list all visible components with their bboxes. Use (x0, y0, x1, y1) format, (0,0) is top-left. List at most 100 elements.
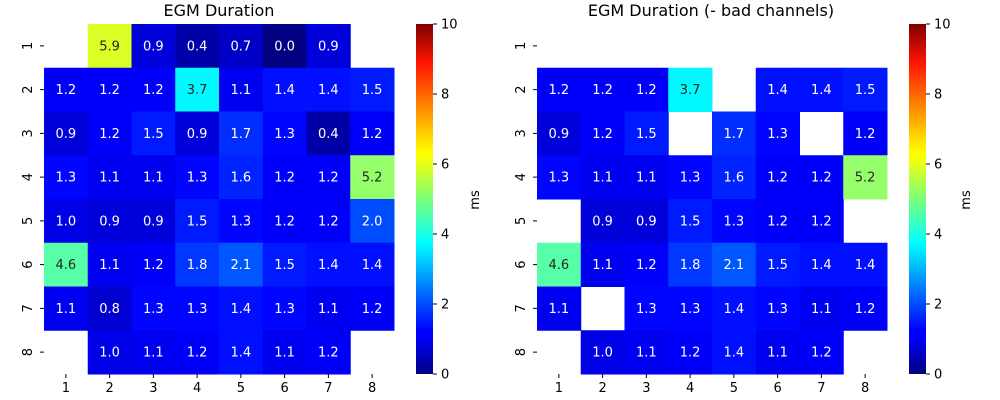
heatmap-cell (755, 111, 800, 156)
cell-value-label: 1.3 (187, 302, 208, 317)
cell-value-label: 1.1 (143, 171, 164, 186)
heatmap-cell (712, 242, 757, 287)
cell-value-label: 5.2 (855, 171, 876, 186)
heatmap-cell (306, 242, 351, 287)
heatmap-cell (799, 242, 844, 287)
cell-value-label: 1.6 (231, 171, 252, 186)
cell-value-label: 1.2 (811, 171, 832, 186)
heatmap-cell (843, 67, 888, 112)
heatmap-cell (87, 242, 132, 287)
cell-value-label: 1.2 (143, 258, 164, 273)
heatmap-cell (131, 155, 176, 200)
heatmap-cell (219, 199, 264, 244)
heatmap-cell (537, 155, 582, 200)
heatmap-cell (624, 242, 669, 287)
x-tick-label: 8 (861, 381, 869, 396)
y-tick-label: 3 (21, 129, 36, 137)
cell-value-label: 1.2 (56, 83, 77, 98)
heatmap-cell (580, 111, 625, 156)
heatmap-cell (131, 330, 176, 375)
heatmap-cell (712, 155, 757, 200)
cell-value-label: 1.4 (767, 83, 788, 98)
heatmap-cell (175, 111, 220, 156)
x-tick-label: 1 (62, 381, 70, 396)
cell-value-label: 1.2 (143, 83, 164, 98)
heatmap-cell (350, 199, 395, 244)
cell-value-label: 1.1 (636, 171, 657, 186)
heatmap-cell (262, 111, 307, 156)
heatmap-panel-2: EGM Duration (- bad channels) 1.2 1.2 1.2 3… (514, 1, 974, 396)
cell-value-label: 1.1 (549, 302, 570, 317)
cell-value-label: 5.9 (99, 39, 120, 54)
x-axis-1: 1 2 3 4 5 6 7 8 (62, 374, 376, 396)
heatmap-cell (44, 286, 89, 331)
x-tick-label: 6 (280, 381, 288, 396)
heatmap-cell (175, 199, 220, 244)
heatmap-cell (712, 286, 757, 331)
colorbar-tick-label: 6 (934, 158, 942, 173)
y-tick-label: 8 (514, 348, 529, 356)
cell-value-label: 1.1 (99, 171, 120, 186)
cell-value-label: 1.1 (143, 346, 164, 361)
x-tick-label: 6 (773, 381, 781, 396)
heatmap-cell (668, 286, 713, 331)
x-tick-label: 8 (368, 381, 376, 396)
heatmap-cell (712, 199, 757, 244)
cell-value-label: 1.0 (56, 214, 77, 229)
cell-value-label: 1.2 (318, 214, 339, 229)
colorbar-tick-label: 2 (934, 298, 942, 313)
cell-value-label: 1.2 (362, 302, 383, 317)
heatmap-cell (306, 199, 351, 244)
cell-value-label: 1.2 (592, 83, 613, 98)
cell-value-label: 1.1 (636, 346, 657, 361)
cell-value-label: 1.2 (318, 171, 339, 186)
colorbar-tick-label: 10 (934, 18, 951, 33)
heatmap-cell (580, 67, 625, 112)
cell-value-label: 1.0 (592, 346, 613, 361)
heatmap-cell (306, 67, 351, 112)
heatmap-cell (175, 67, 220, 112)
y-tick-label: 6 (21, 260, 36, 268)
y-tick-label: 7 (21, 304, 36, 312)
heatmap-cell (262, 242, 307, 287)
colorbar-1: 0 2 4 6 8 10 ms (416, 18, 483, 383)
heatmap-cell (219, 286, 264, 331)
heatmap-cell (131, 24, 176, 69)
heatmap-cell (580, 242, 625, 287)
heatmap-cell (843, 286, 888, 331)
heatmap-cell (537, 67, 582, 112)
colorbar-tick-label: 0 (934, 368, 942, 383)
heatmap-cell (219, 242, 264, 287)
heatmap-cell (624, 199, 669, 244)
heatmap-cell (44, 242, 89, 287)
cell-value-label: 1.2 (811, 214, 832, 229)
heatmap-cell (668, 155, 713, 200)
heatmap-cell (262, 155, 307, 200)
heatmap-cell (843, 242, 888, 287)
colorbar-tick-label: 4 (934, 228, 942, 243)
cell-value-label: 1.3 (274, 302, 295, 317)
cell-value-label: 1.2 (318, 346, 339, 361)
heatmap-cell (668, 67, 713, 112)
cell-value-label: 1.4 (724, 346, 745, 361)
cell-value-label: 1.1 (767, 346, 788, 361)
heatmap-cell (624, 67, 669, 112)
cell-value-label: 1.1 (811, 302, 832, 317)
cell-value-label: 1.5 (187, 214, 208, 229)
chart-title-1: EGM Duration (164, 1, 275, 20)
heatmap-cells-2: 1.2 1.2 1.2 3.7 1.4 1.4 1.5 0.9 1.2 1.5 1.7 1.3 1.2 1… (537, 67, 888, 375)
cell-value-label: 1.4 (318, 83, 339, 98)
cell-value-label: 2.0 (362, 214, 383, 229)
heatmap-cell (44, 111, 89, 156)
heatmap-cell (175, 24, 220, 69)
heatmap-cell (668, 199, 713, 244)
cell-value-label: 0.9 (636, 214, 657, 229)
cell-value-label: 1.3 (549, 171, 570, 186)
cell-value-label: 1.3 (143, 302, 164, 317)
cell-value-label: 1.3 (274, 127, 295, 142)
heatmap-cell (668, 242, 713, 287)
cell-value-label: 1.2 (549, 83, 570, 98)
heatmap-cell (799, 67, 844, 112)
cell-value-label: 0.4 (187, 39, 208, 54)
cell-value-label: 1.0 (99, 346, 120, 361)
